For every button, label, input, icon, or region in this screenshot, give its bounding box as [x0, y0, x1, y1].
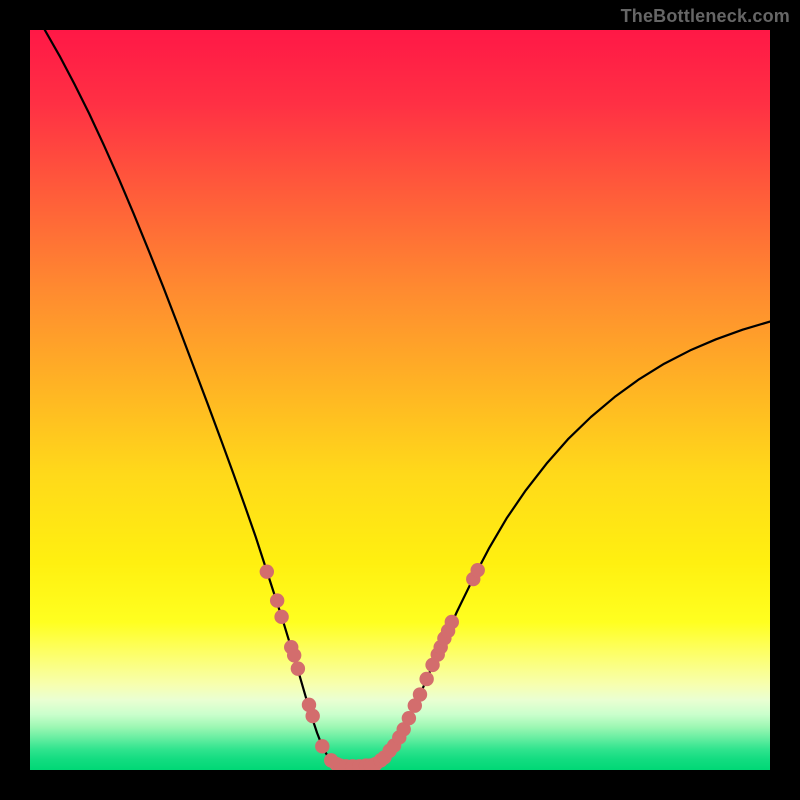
curve-marker [305, 709, 319, 723]
curve-marker [413, 687, 427, 701]
watermark-label: TheBottleneck.com [621, 6, 790, 27]
plot-background [30, 30, 770, 770]
chart-svg [0, 0, 800, 800]
curve-marker [445, 615, 459, 629]
curve-marker [402, 711, 416, 725]
curve-marker [419, 672, 433, 686]
chart-frame: TheBottleneck.com [0, 0, 800, 800]
curve-marker [291, 661, 305, 675]
curve-marker [287, 648, 301, 662]
curve-marker [274, 610, 288, 624]
curve-marker [315, 739, 329, 753]
curve-marker [260, 564, 274, 578]
curve-marker [471, 563, 485, 577]
curve-marker [270, 593, 284, 607]
